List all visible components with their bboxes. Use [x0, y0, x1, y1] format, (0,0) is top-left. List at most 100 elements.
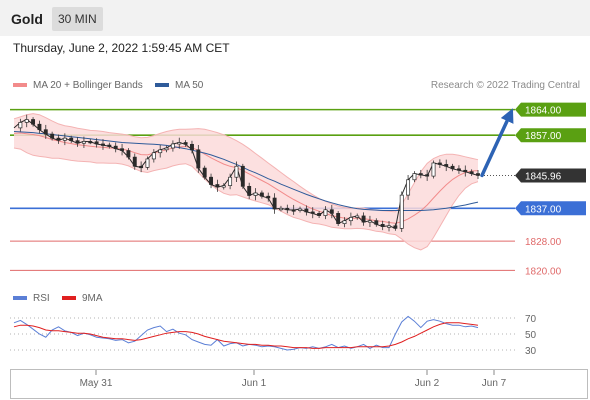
candle-body — [113, 145, 118, 150]
candle-body — [298, 208, 302, 211]
candle-body — [272, 197, 277, 210]
current-price-label: 1845.96 — [525, 172, 562, 183]
level-tag-1864.00: 1864.00 — [515, 102, 586, 117]
source-credit: Research © 2022 Trading Central — [430, 80, 580, 91]
rsi-line — [13, 315, 479, 351]
level-label-1837.00: 1837.00 — [525, 204, 562, 215]
x-tick-label: Jun 2 — [415, 378, 440, 389]
current-price-tag: 1845.96 — [515, 168, 586, 183]
x-tick-label: Jun 1 — [242, 378, 267, 389]
candle-body — [120, 148, 125, 151]
candle-body — [355, 215, 360, 218]
candle-body — [196, 149, 201, 169]
legend-ma20-label: MA 20 + Bollinger Bands — [33, 80, 143, 91]
candle-body — [151, 152, 156, 160]
x-axis-frame — [10, 369, 588, 399]
candle-body — [418, 173, 423, 176]
candle-body — [342, 220, 347, 224]
timeframe-badge[interactable]: 30 MIN — [52, 7, 103, 31]
candle-body — [456, 168, 461, 171]
candle-body — [177, 142, 182, 145]
bollinger-lower-line — [13, 147, 479, 251]
candle-body — [348, 217, 353, 222]
candle-body — [94, 141, 99, 145]
candle-body — [387, 225, 391, 228]
candle-body — [266, 195, 271, 199]
candle-body — [469, 171, 474, 174]
candle-body — [132, 156, 137, 167]
candle-body — [81, 141, 86, 144]
level-label-1828.00: 1828.00 — [525, 237, 562, 248]
candle-body — [62, 137, 67, 141]
level-tag-1857.00: 1857.00 — [515, 128, 586, 143]
candle-body — [31, 119, 36, 125]
legend-rsi-ma-label: 9MA — [82, 293, 103, 304]
candle-body — [228, 176, 233, 186]
candle-body — [50, 133, 55, 139]
candle-body — [43, 129, 48, 135]
candle-body — [412, 173, 417, 181]
candle-body — [367, 220, 372, 223]
candle-body — [183, 142, 188, 145]
forecast-arrow — [480, 108, 514, 178]
level-tag-1837.00: 1837.00 — [515, 201, 586, 216]
rsi-tick-30: 30 — [525, 346, 537, 357]
candle-body — [247, 185, 252, 196]
candle-body — [406, 179, 411, 196]
candle-body — [380, 223, 385, 227]
level-label-1820.00: 1820.00 — [525, 266, 562, 277]
legend-rsi-swatch — [13, 296, 27, 301]
candle-body — [317, 213, 322, 216]
candle-body — [209, 176, 213, 185]
candle-body — [329, 209, 334, 214]
candle-body — [323, 209, 328, 216]
rsi-tick-50: 50 — [525, 330, 537, 341]
rsi-tick-70: 70 — [525, 314, 537, 325]
candle-body — [69, 137, 74, 142]
candle-body — [399, 194, 404, 229]
candle-body — [450, 165, 455, 170]
legend-rsi-label: RSI — [33, 293, 50, 304]
candle-body — [425, 174, 430, 177]
legend-ma50: MA 50 — [155, 80, 203, 91]
candle-body — [107, 144, 112, 147]
candle-body — [437, 162, 442, 165]
candle-body — [291, 209, 296, 212]
candle-body — [285, 207, 290, 211]
candle-body — [164, 147, 169, 151]
candle-body — [126, 150, 131, 158]
candle-body — [304, 208, 309, 213]
candle-body — [361, 215, 366, 223]
candle-body — [215, 184, 220, 188]
candle-body — [259, 192, 264, 197]
legend-ma50-label: MA 50 — [175, 80, 204, 91]
x-tick-label: May 31 — [80, 378, 113, 389]
candle-body — [24, 119, 29, 123]
candle-body — [393, 225, 398, 229]
candle-body — [56, 137, 61, 141]
candle-body — [158, 149, 163, 154]
candle-body — [75, 140, 80, 144]
candle-body — [234, 165, 239, 178]
candle-body — [190, 143, 194, 151]
level-label-1857.00: 1857.00 — [525, 131, 562, 142]
chart-datetime: Thursday, June 2, 2022 1:59:45 AM CET — [13, 41, 230, 55]
candle-body — [336, 213, 341, 224]
candle-body — [139, 165, 144, 169]
rsi-ma-line — [13, 322, 479, 349]
legend-ma50-swatch — [155, 83, 169, 88]
candle-body — [310, 211, 315, 214]
candle-body — [476, 173, 480, 176]
candle-body — [431, 162, 436, 177]
candle-body — [18, 122, 23, 129]
candle-body — [444, 164, 449, 167]
legend-ma20-swatch — [13, 83, 27, 88]
instrument-title: Gold — [11, 11, 43, 27]
candle-body — [221, 185, 226, 188]
level-label-1864.00: 1864.00 — [525, 106, 562, 117]
legend-rsi-ma: 9MA — [62, 293, 103, 304]
candle-body — [374, 220, 379, 225]
candle-body — [101, 143, 105, 146]
candle-body — [170, 143, 175, 149]
